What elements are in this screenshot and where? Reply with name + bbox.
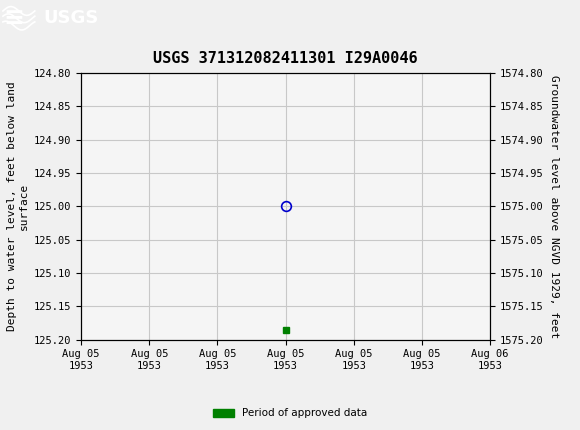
Text: USGS: USGS	[44, 9, 99, 27]
Legend: Period of approved data: Period of approved data	[209, 404, 371, 423]
Y-axis label: Groundwater level above NGVD 1929, feet: Groundwater level above NGVD 1929, feet	[549, 75, 559, 338]
Text: ≡: ≡	[3, 6, 24, 30]
Y-axis label: Depth to water level, feet below land
surface: Depth to water level, feet below land su…	[7, 82, 28, 331]
Title: USGS 371312082411301 I29A0046: USGS 371312082411301 I29A0046	[153, 51, 418, 66]
